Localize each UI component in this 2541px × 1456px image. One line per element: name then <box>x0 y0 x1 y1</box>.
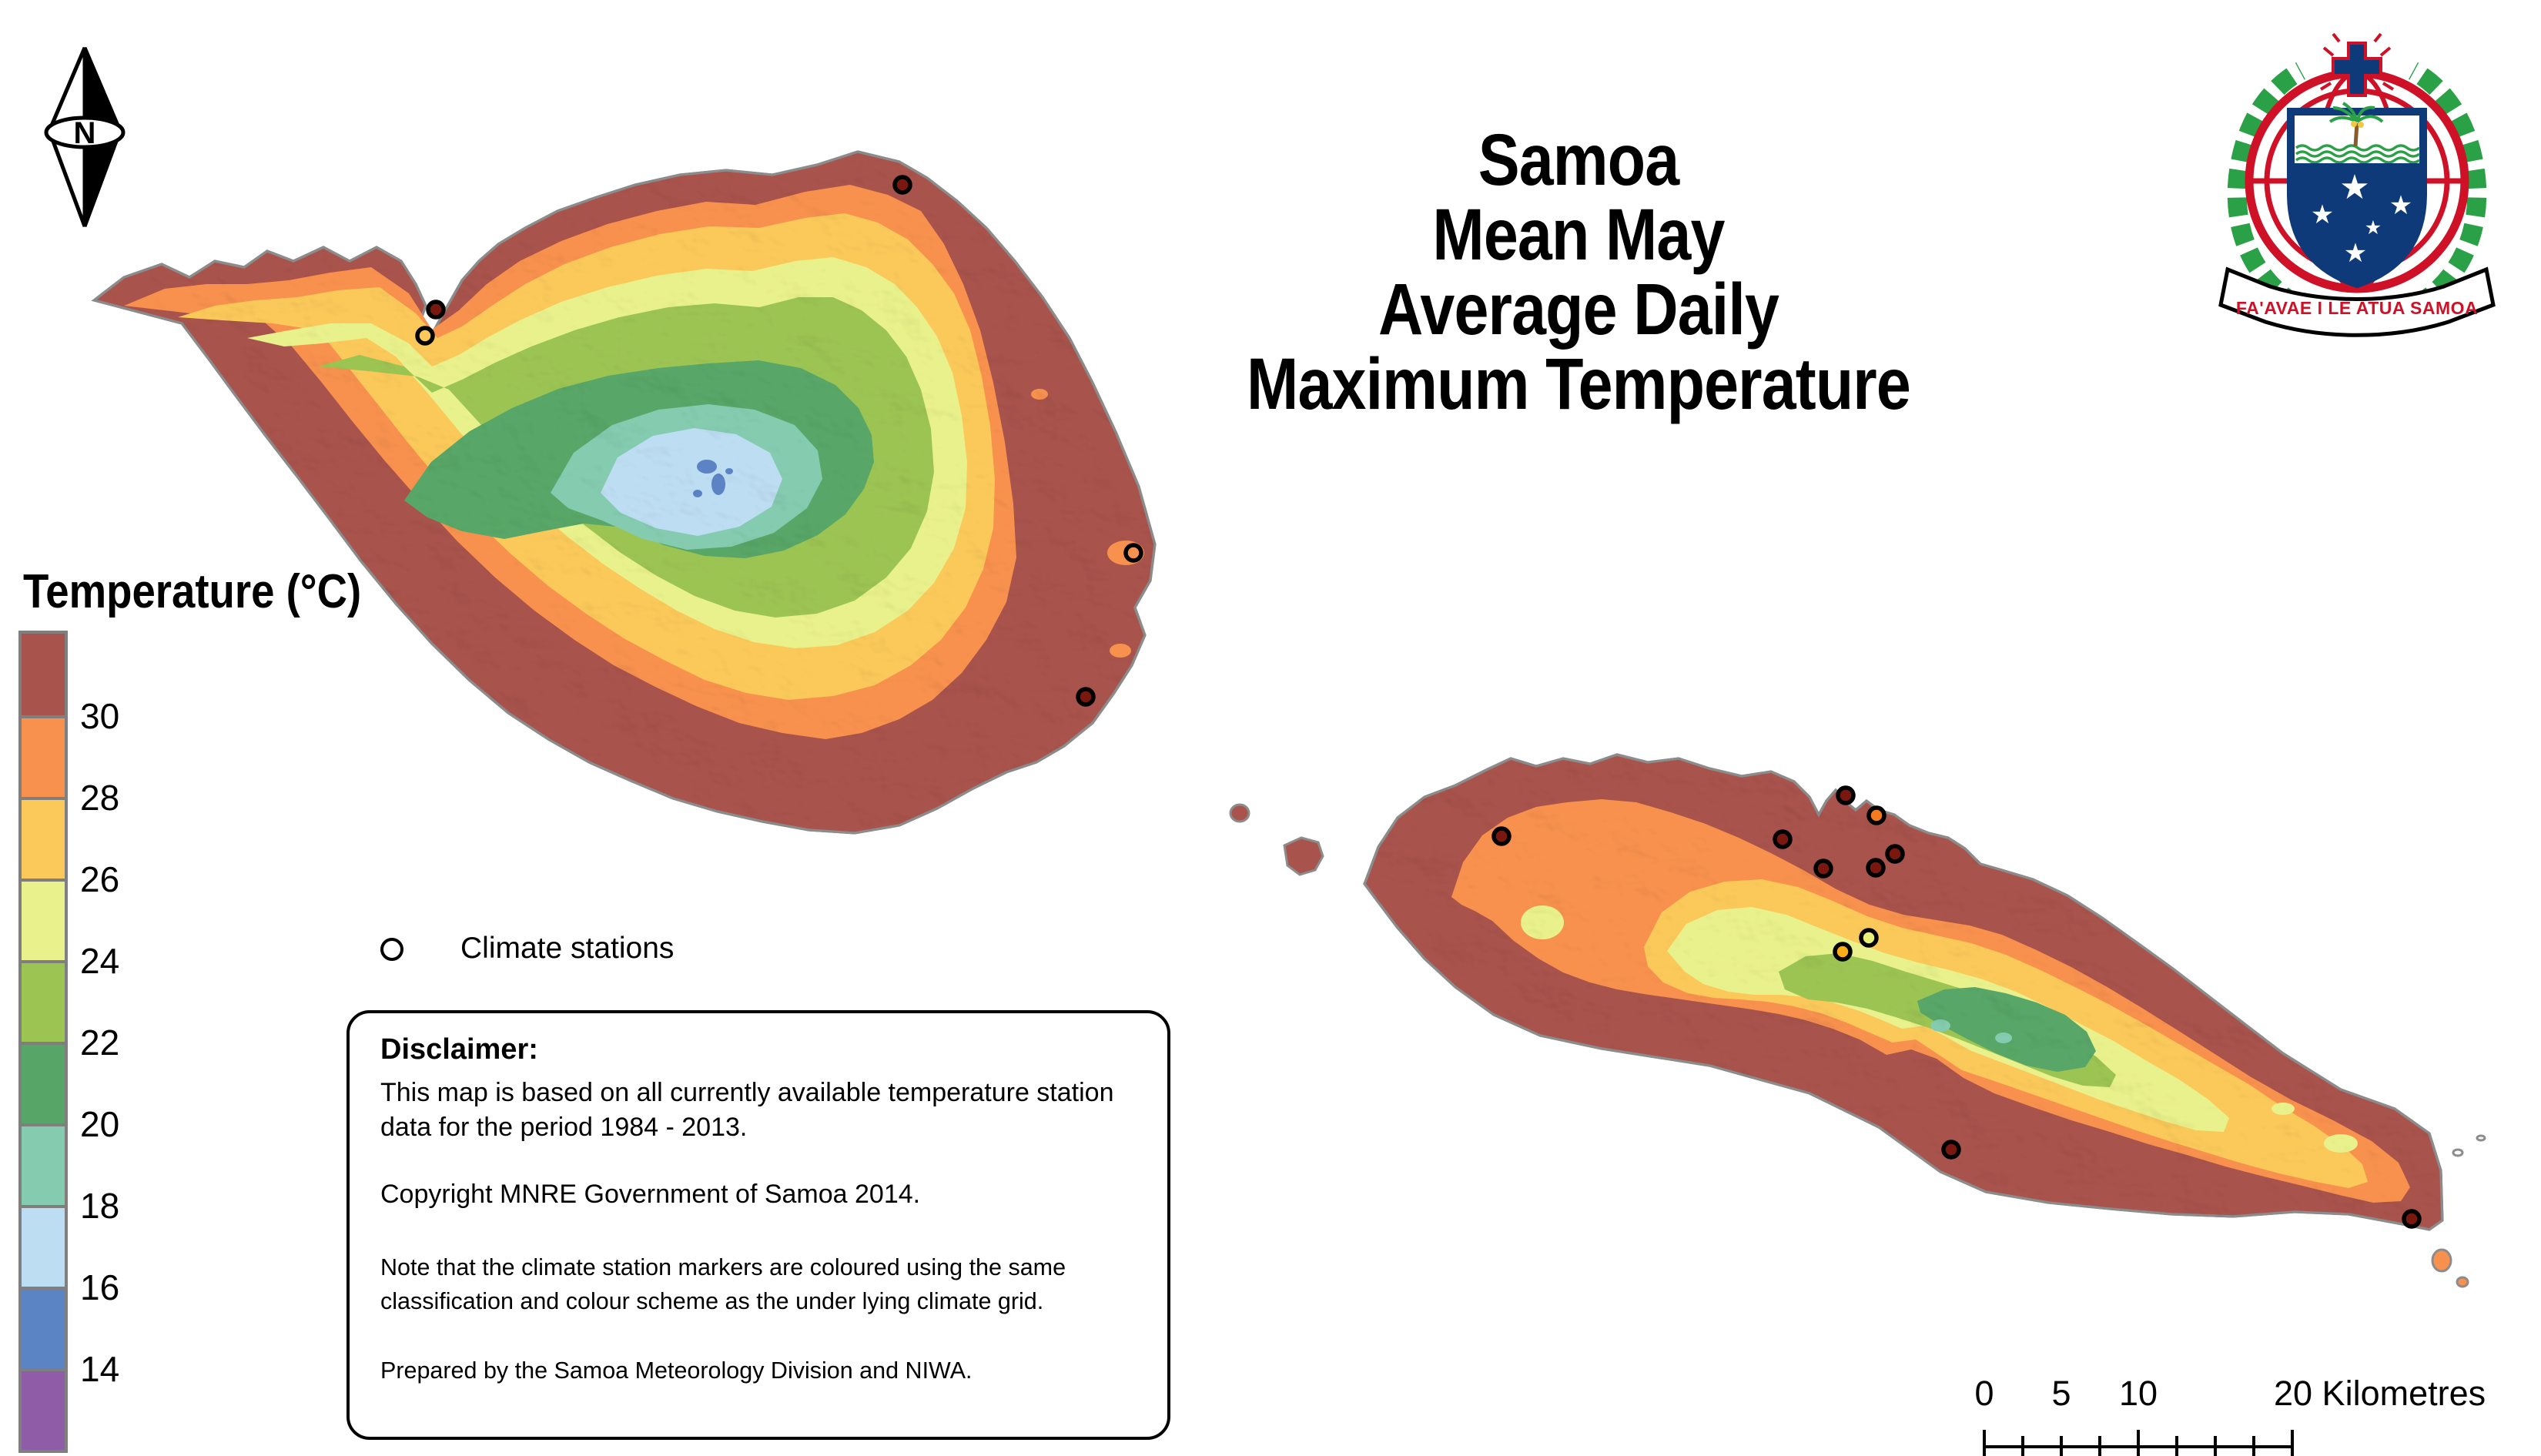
legend-title: Temperature (°C) <box>23 565 362 618</box>
cross-icon <box>2319 32 2395 97</box>
upolu-east-24-26-patch <box>2272 1103 2295 1115</box>
climate-station-marker <box>1076 687 1096 707</box>
legend-color-cell <box>22 1368 65 1450</box>
title-line: Average Daily <box>1378 269 1779 350</box>
savaii-band-14-16 <box>697 460 717 474</box>
disclaimer-box: Disclaimer: This map is based on all cur… <box>346 1010 1170 1440</box>
title-line: Samoa <box>1478 119 1679 201</box>
climate-station-marker <box>415 326 435 346</box>
north-arrow-icon: N <box>44 47 126 227</box>
climate-station-marker <box>2402 1209 2422 1229</box>
legend-color-cell <box>22 960 65 1042</box>
upolu-band-20-22 <box>1917 987 2096 1072</box>
star-icon: ★ <box>2389 191 2412 220</box>
climate-station-marker <box>1866 805 1886 825</box>
legend-tick-label: 14 <box>80 1349 120 1389</box>
legend-color-cell <box>22 879 65 960</box>
legend-color-ramp <box>18 631 68 1453</box>
north-arrow-label: N <box>74 116 96 150</box>
legend-tick-label: 28 <box>80 778 120 818</box>
disclaimer-paragraph: This map is based on all currently avail… <box>380 1078 1114 1142</box>
motto-ribbon <box>2218 266 2496 337</box>
climate-station-marker <box>1491 826 1512 846</box>
savaii-east-28-30-patch <box>1031 389 1048 400</box>
climate-stations-layer <box>415 175 2422 1229</box>
upolu-east-24-26-patch <box>2324 1134 2358 1153</box>
title-line: Maximum Temperature <box>1247 343 1911 425</box>
upolu-west-24-26-patch <box>1521 905 1564 939</box>
disclaimer-paragraph: Note that the climate station markers ar… <box>380 1254 1066 1314</box>
islet-reef-mark <box>2452 1148 2464 1157</box>
scale-bar <box>1983 1430 2294 1456</box>
legend-tick-label: 26 <box>80 859 120 899</box>
shield-waves <box>2295 144 2421 164</box>
small-islands <box>1229 803 2486 1288</box>
climate-station-marker <box>1773 829 1793 849</box>
climate-station-marker <box>892 175 912 195</box>
samoa-coat-of-arms: ★ ★ ★ ★ ★ FA'AVAE I LE ATUA SAMOA <box>2218 32 2496 337</box>
southern-cross-stars: ★ ★ ★ ★ ★ <box>2311 169 2412 268</box>
disclaimer-paragraph: Copyright MNRE Government of Samoa 2014. <box>380 1180 921 1209</box>
legend-color-cell <box>22 715 65 797</box>
climate-station-marker <box>1813 859 1833 879</box>
map-title: Samoa Mean May Average Daily Maximum Tem… <box>1153 123 2004 422</box>
legend-tick-label: 30 <box>80 696 120 736</box>
climate-station-marker <box>426 300 446 320</box>
nuutele-island <box>2431 1248 2452 1273</box>
legend-color-cell <box>22 634 65 715</box>
legend-color-cell <box>22 1042 65 1123</box>
upolu-island <box>1363 753 2444 1231</box>
motto-text: FA'AVAE I LE ATUA SAMOA <box>2236 298 2478 318</box>
star-icon: ★ <box>2339 169 2369 206</box>
climate-station-marker <box>1941 1140 1961 1160</box>
nuulua-island <box>2456 1276 2469 1288</box>
station-circle-icon <box>380 938 403 961</box>
legend-tick-label: 18 <box>80 1186 120 1226</box>
star-icon: ★ <box>2311 200 2334 229</box>
disclaimer-paragraph: Prepared by the Samoa Meteorology Divisi… <box>380 1357 973 1384</box>
legend-color-cell <box>22 1205 65 1287</box>
legend-color-cell <box>22 1287 65 1368</box>
disclaimer-heading: Disclaimer: <box>380 1033 538 1066</box>
savaii-east-28-30-patch <box>1110 644 1131 658</box>
savaii-band-14-16 <box>711 474 725 495</box>
palm-tree-icon <box>2328 102 2384 147</box>
climate-station-marker <box>1859 928 1879 948</box>
manono-island <box>1283 836 1324 876</box>
legend-tick-labels: 30 28 26 24 22 20 18 16 14 <box>80 634 203 1450</box>
legend-color-cell <box>22 797 65 879</box>
legend-tick-label: 24 <box>80 941 120 981</box>
climate-station-marker <box>1836 785 1856 805</box>
star-icon: ★ <box>2344 239 2367 268</box>
savaii-band-14-16 <box>693 490 702 497</box>
savaii-band-14-16 <box>725 468 733 474</box>
title-line: Mean May <box>1432 194 1725 276</box>
scale-bar-label: 20 Kilometres <box>2274 1374 2486 1413</box>
climate-station-marker <box>1866 858 1886 878</box>
upolu-band-18-20 <box>1930 1019 1950 1032</box>
scale-bar-label: 10 <box>2118 1374 2158 1413</box>
apolima-island <box>1229 803 1250 823</box>
upolu-band-18-20 <box>1995 1033 2012 1043</box>
shield-sea <box>2291 163 2423 284</box>
scale-bar-label: 0 <box>1974 1374 1994 1413</box>
climate-station-marker <box>1885 844 1905 864</box>
climate-station-marker <box>1833 942 1853 962</box>
star-icon: ★ <box>2365 217 2382 239</box>
islet-reef-mark <box>2476 1134 2486 1142</box>
legend-tick-label: 20 <box>80 1104 120 1144</box>
stations-legend-label: Climate stations <box>460 932 675 965</box>
legend-color-cell <box>22 1123 65 1205</box>
legend-tick-label: 16 <box>80 1267 120 1307</box>
scale-bar-label: 5 <box>2051 1374 2071 1413</box>
climate-station-marker <box>1123 543 1143 563</box>
legend-tick-label: 22 <box>80 1023 120 1063</box>
savaii-island <box>91 150 1157 835</box>
savaii-band-16-18 <box>601 428 782 536</box>
